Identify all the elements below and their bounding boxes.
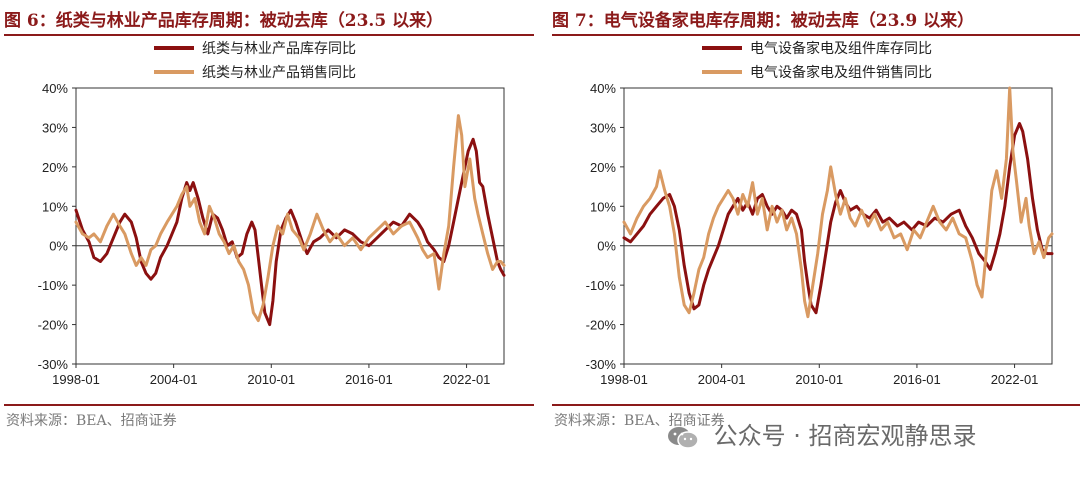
y-tick-label: 10% (590, 199, 616, 214)
x-tick-label: 2004-01 (698, 372, 746, 387)
series-line-sales (74, 114, 506, 323)
x-tick-label: 2016-01 (893, 372, 941, 387)
y-tick-label: 20% (42, 160, 68, 175)
y-tick-label: 0% (49, 239, 68, 254)
y-tick-label: 10% (42, 199, 68, 214)
series-line-sales (622, 86, 1054, 319)
title-rule (4, 34, 534, 36)
x-tick-label: 2010-01 (247, 372, 295, 387)
watermark: 公众号 · 招商宏观静思录 (666, 416, 977, 451)
y-tick-label: 30% (42, 120, 68, 135)
plot-frame (75, 87, 505, 365)
legend-label: 纸类与林业产品销售同比 (202, 65, 356, 81)
chart-panel-left: 图 6：纸类与林业产品库存周期：被动去库（23.5 以来） -30% -20% -1… (4, 0, 534, 440)
y-tick-label: -10% (586, 278, 617, 293)
chart-title: 图 6：纸类与林业产品库存周期：被动去库（23.5 以来） (4, 11, 444, 31)
title-rule (552, 34, 1080, 36)
y-tick-label: -20% (586, 318, 617, 333)
x-tick-label: 1998-01 (52, 372, 100, 387)
line-chart-electrical: -30% -20% -10% 0% 10% 20% 30% 40% 1998-01 2004-01… (586, 40, 1054, 387)
y-tick-label: -10% (38, 278, 69, 293)
wechat-icon (668, 427, 699, 449)
source-rule (552, 404, 1080, 406)
legend-label: 电气设备家电及组件库存同比 (750, 40, 932, 57)
chart-panel-right: 图 7：电气设备家电库存周期：被动去库（23.9 以来） -30% -20% -10… (552, 0, 1080, 440)
line-chart-paper: -30% -20% -10% 0% 10% 20% 30% 40% 1998-01 2004-01… (38, 41, 506, 387)
x-tick-label: 2016-01 (345, 372, 393, 387)
y-tick-label: 40% (590, 81, 616, 96)
legend-label: 纸类与林业产品库存同比 (202, 41, 356, 57)
y-tick-label: 30% (590, 120, 616, 135)
y-tick-label: -30% (38, 357, 69, 372)
plot-frame (623, 87, 1053, 365)
y-tick-label: -20% (38, 318, 69, 333)
source-rule (4, 404, 534, 406)
y-tick-label: 40% (42, 81, 68, 96)
series-line-inventory (622, 122, 1054, 315)
y-tick-label: -30% (586, 357, 617, 372)
series-line-inventory (74, 137, 506, 327)
y-tick-label: 20% (590, 160, 616, 175)
x-tick-label: 2022-01 (443, 372, 491, 387)
chart-title: 图 7：电气设备家电库存周期：被动去库（23.9 以来） (552, 11, 975, 31)
y-tick-label: 0% (597, 239, 616, 254)
x-tick-label: 2022-01 (991, 372, 1039, 387)
x-tick-label: 2004-01 (150, 372, 198, 387)
source-note: 资料来源：BEA、招商证券 (6, 413, 177, 429)
source-note: 资料来源：BEA、招商证券 (554, 413, 725, 429)
watermark-text: 公众号 · 招商宏观静思录 (713, 422, 977, 450)
x-tick-label: 1998-01 (600, 372, 648, 387)
x-tick-label: 2010-01 (795, 372, 843, 387)
legend-label: 电气设备家电及组件销售同比 (750, 64, 932, 81)
